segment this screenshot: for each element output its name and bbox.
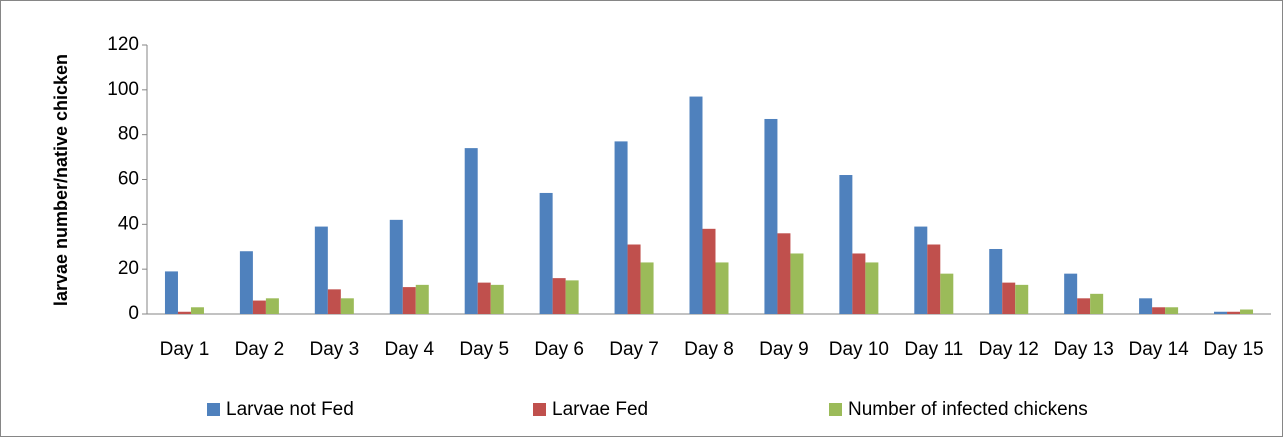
y-tick-label: 60: [118, 169, 139, 190]
bar: [239, 251, 253, 314]
bar: [1090, 293, 1104, 314]
x-tick-label: Day 15: [1203, 339, 1263, 360]
bar: [552, 278, 566, 314]
legend-label: Number of infected chickens: [848, 399, 1088, 420]
bar: [927, 244, 941, 314]
bar: [1152, 307, 1166, 314]
bar: [265, 298, 279, 314]
y-tick-label: 120: [107, 34, 139, 55]
x-tick-label: Day 9: [759, 339, 809, 360]
bar: [1064, 273, 1078, 314]
bar: [715, 262, 729, 314]
bar: [314, 226, 328, 314]
y-tick-label: 80: [118, 124, 139, 145]
bar: [640, 262, 654, 314]
bar: [1240, 309, 1254, 314]
bar: [477, 282, 491, 314]
bar: [989, 248, 1003, 314]
legend-swatch: [829, 403, 842, 416]
bar: [702, 228, 716, 314]
bar: [865, 262, 879, 314]
bar: [627, 244, 641, 314]
x-tick-label: Day 5: [459, 339, 509, 360]
bar: [1227, 311, 1241, 314]
bar: [777, 233, 791, 314]
bar: [1139, 298, 1153, 314]
bar: [177, 311, 191, 314]
legend-swatch: [207, 403, 220, 416]
bar: [164, 271, 178, 314]
bar: [839, 175, 853, 314]
bar: [689, 96, 703, 314]
bar: [940, 273, 954, 314]
bar: [852, 253, 866, 314]
x-tick-label: Day 6: [534, 339, 584, 360]
bar: [1015, 284, 1029, 314]
bar: [340, 298, 354, 314]
x-tick-label: Day 11: [904, 339, 963, 360]
bar: [790, 253, 804, 314]
bar: [402, 287, 416, 314]
x-tick-label: Day 4: [384, 339, 434, 360]
y-axis-label: larvae number/native chicken: [51, 54, 71, 306]
bar: [764, 118, 778, 314]
bar: [389, 219, 403, 314]
y-tick-label: 100: [107, 79, 139, 100]
bar: [1077, 298, 1091, 314]
bar: [539, 192, 553, 314]
bar: [1165, 307, 1179, 314]
bar: [252, 300, 266, 314]
bar: [1214, 311, 1228, 314]
x-tick-label: Day 13: [1054, 339, 1114, 360]
y-tick-label: 20: [118, 258, 139, 279]
x-tick-label: Day 12: [979, 339, 1039, 360]
x-tick-label: Day 14: [1128, 339, 1189, 360]
legend-swatch: [533, 403, 546, 416]
y-tick-label: 0: [128, 303, 139, 324]
bar: [1002, 282, 1016, 314]
bar: [614, 141, 628, 314]
bar: [415, 284, 429, 314]
bar: [190, 307, 204, 314]
legend-label: Larvae Fed: [552, 399, 648, 420]
x-tick-label: Day 10: [829, 339, 889, 360]
y-tick-label: 40: [118, 213, 139, 234]
x-tick-label: Day 1: [160, 339, 210, 360]
x-tick-label: Day 8: [684, 339, 734, 360]
bar: [565, 280, 579, 314]
x-tick-label: Day 7: [609, 339, 659, 360]
x-tick-label: Day 3: [310, 339, 360, 360]
legend-label: Larvae not Fed: [226, 399, 354, 420]
x-tick-label: Day 2: [235, 339, 285, 360]
bar: [327, 289, 341, 314]
bar: [464, 148, 478, 314]
bar: [914, 226, 928, 314]
bar: [490, 284, 504, 314]
